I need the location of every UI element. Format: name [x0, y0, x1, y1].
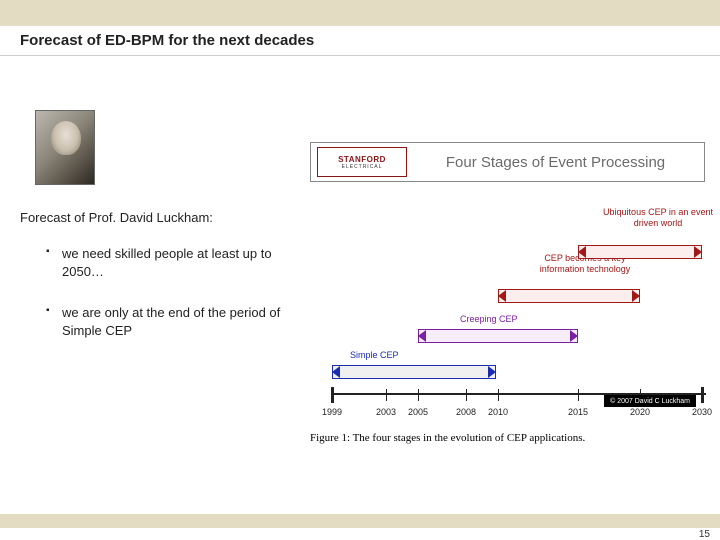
figure-caption: Figure 1: The four stages in the evoluti… [310, 432, 585, 444]
slide-title: Forecast of ED-BPM for the next decades [20, 32, 314, 49]
bottom-decorative-band [0, 514, 720, 528]
stage-label: Creeping CEP [460, 314, 518, 325]
axis-tick [498, 389, 499, 401]
stage-label: Ubiquitous CEP in an event driven world [598, 207, 718, 229]
axis-tick-label: 2020 [630, 407, 650, 417]
stage-bar [578, 245, 702, 259]
stages-timeline-chart: 1999 2003 2005 2008 2010 2015 2020 2030 Simple C… [310, 195, 710, 425]
axis-tick-label: 2005 [408, 407, 428, 417]
portrait-photo [35, 110, 95, 185]
figure-title: Four Stages of Event Processing [407, 154, 704, 171]
logo-line-2: ELECTRICAL [342, 164, 383, 170]
axis-end-cap [701, 387, 704, 403]
stage-bar [332, 365, 496, 379]
axis-tick-label: 2015 [568, 407, 588, 417]
slide-subtitle: Forecast of Prof. David Luckham: [20, 210, 213, 225]
axis-end-cap [331, 387, 334, 403]
slide-title-bar: Forecast of ED-BPM for the next decades [0, 26, 720, 56]
page-number: 15 [699, 529, 710, 540]
axis-tick-label: 2010 [488, 407, 508, 417]
axis-tick-label: 2003 [376, 407, 396, 417]
logo-line-1: STANFORD [338, 155, 386, 164]
axis-tick [578, 389, 579, 401]
figure-title-bar: STANFORD ELECTRICAL Four Stages of Event… [310, 142, 705, 182]
stage-label: Simple CEP [350, 350, 399, 361]
stage-bar [418, 329, 578, 343]
bullet-text: we are only at the end of the period of … [62, 305, 280, 338]
stage-bar [498, 289, 640, 303]
top-decorative-band [0, 0, 720, 26]
axis-tick-label: 2008 [456, 407, 476, 417]
list-item: we are only at the end of the period of … [50, 304, 310, 339]
axis-tick-label: 2030 [692, 407, 712, 417]
bullet-text: we need skilled people at least up to 20… [62, 246, 272, 279]
bullet-list: we need skilled people at least up to 20… [50, 245, 310, 363]
copyright-label: © 2007 David C Luckham [604, 395, 696, 407]
axis-tick [466, 389, 467, 401]
stanford-logo: STANFORD ELECTRICAL [317, 147, 407, 177]
axis-tick [418, 389, 419, 401]
list-item: we need skilled people at least up to 20… [50, 245, 310, 280]
axis-tick [386, 389, 387, 401]
axis-tick-label: 1999 [322, 407, 342, 417]
